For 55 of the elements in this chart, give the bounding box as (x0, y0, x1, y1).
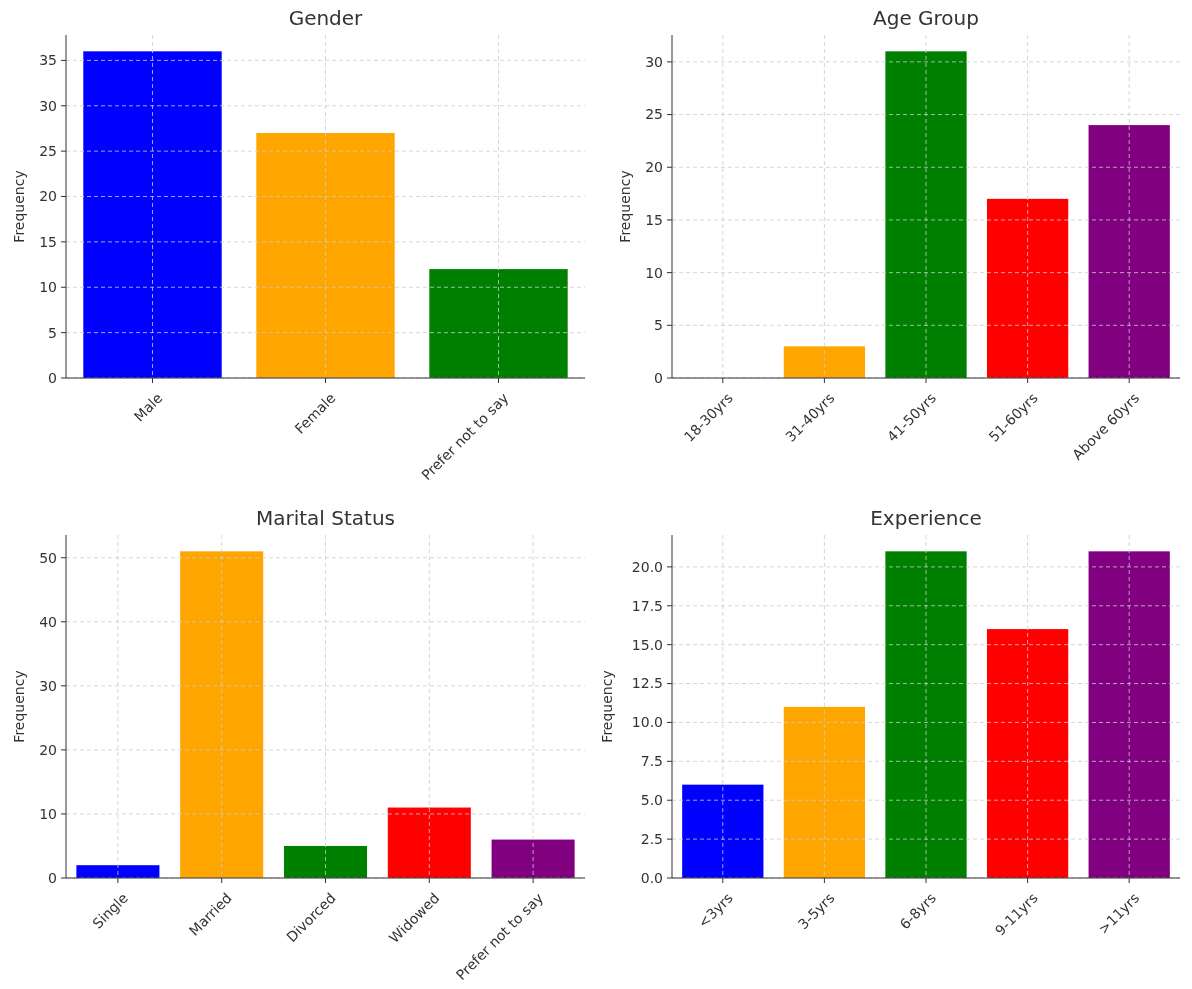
bar (180, 551, 264, 878)
y-tick-label: 10 (39, 279, 57, 296)
bar (429, 269, 568, 378)
y-tick-label: 5 (654, 317, 663, 334)
y-tick-label: 30 (39, 677, 57, 694)
y-tick-label: 35 (39, 52, 57, 69)
bar (885, 551, 967, 878)
bar (1088, 551, 1170, 878)
bar (986, 629, 1069, 878)
bar (283, 845, 368, 878)
y-tick-label: 0 (48, 369, 57, 386)
bar (76, 865, 160, 878)
bar (256, 133, 395, 378)
y-tick-label: 10.0 (631, 714, 663, 731)
bar (682, 784, 764, 878)
y-tick-label: 20 (39, 188, 57, 205)
chart-title: Experience (870, 506, 982, 530)
bar (83, 51, 222, 378)
bar (783, 346, 866, 378)
y-tick-label: 15 (39, 233, 57, 250)
y-tick-label: 20.0 (631, 558, 663, 575)
y-tick-label: 20 (645, 159, 663, 176)
chart-title: Marital Status (255, 506, 396, 530)
y-tick-label: 20 (39, 741, 57, 758)
y-tick-label: 40 (39, 613, 57, 630)
y-axis-title: Frequency (11, 670, 27, 743)
y-tick-label: 7.5 (640, 753, 663, 770)
chart-title: Age Group (873, 6, 979, 30)
y-tick-label: 30 (39, 97, 57, 114)
y-tick-label: 5.0 (640, 792, 663, 809)
y-tick-label: 25 (39, 143, 57, 160)
y-tick-label: 0 (48, 869, 57, 886)
chart-title: Gender (288, 6, 364, 30)
y-tick-label: 15.0 (631, 636, 663, 653)
y-tick-label: 5 (48, 324, 57, 341)
bar (1088, 125, 1170, 378)
y-tick-label: 2.5 (640, 831, 663, 848)
y-tick-label: 50 (39, 549, 57, 566)
y-tick-label: 12.5 (631, 675, 663, 692)
bar (387, 807, 471, 878)
y-tick-label: 17.5 (631, 597, 663, 614)
y-tick-label: 15 (645, 211, 663, 228)
y-tick-label: 0 (654, 369, 663, 386)
bar (783, 706, 866, 878)
y-tick-label: 25 (645, 106, 663, 123)
bar (491, 839, 575, 878)
y-axis-title: Frequency (599, 670, 615, 743)
bar (885, 51, 967, 378)
y-tick-label: 0.0 (640, 869, 663, 886)
y-tick-label: 30 (645, 53, 663, 70)
y-axis-title: Frequency (617, 170, 633, 243)
y-tick-label: 10 (645, 264, 663, 281)
y-axis-title: Frequency (11, 170, 27, 243)
y-tick-label: 10 (39, 805, 57, 822)
bar (986, 198, 1069, 378)
